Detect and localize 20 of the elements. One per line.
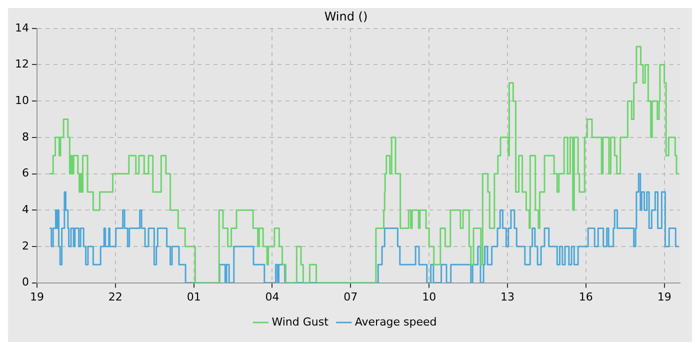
x-tick-label: 10 [422,290,436,304]
y-tick-label: 0 [22,276,29,289]
y-tick-label: 12 [14,58,29,71]
y-tick-label: 14 [14,21,29,34]
y-tick-label: 6 [22,166,29,180]
x-tick-label: 19 [657,290,672,304]
chart-title: Wind () [324,9,368,24]
y-tick-label: 10 [14,94,29,107]
legend-label: Wind Gust [272,315,330,328]
x-tick-label: 22 [108,290,122,304]
x-tick-label: 16 [578,290,593,304]
x-tick-label: 13 [500,290,514,304]
y-tick-label: 8 [22,130,29,144]
x-tick-label: 07 [344,290,358,304]
y-tick-label: 2 [22,239,29,252]
x-tick-label: 01 [186,290,201,304]
x-tick-label: 19 [30,290,44,304]
legend-label: Average speed [354,315,437,328]
x-tick-label: 04 [265,290,280,304]
y-tick-label: 4 [22,202,29,216]
